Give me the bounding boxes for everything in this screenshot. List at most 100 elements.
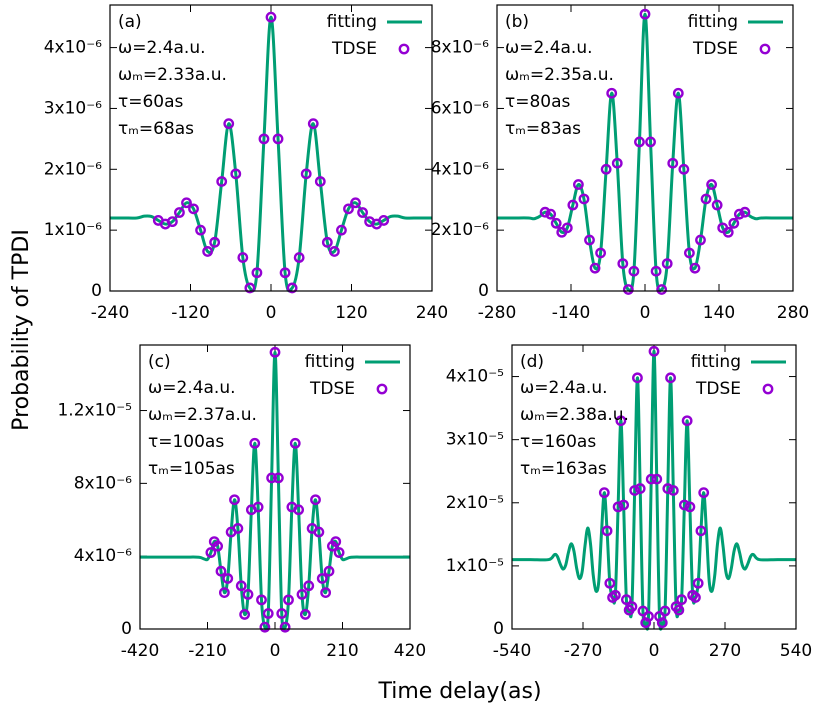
panel: -240 -120 0 120 240 0 1x10⁻⁶ 2x10⁻⁶ 3x10⁻⁶ 4x10⁻⁶… bbox=[44, 4, 448, 323]
tdse-point bbox=[604, 577, 616, 589]
tdse-point bbox=[612, 501, 624, 513]
tdse-point bbox=[651, 473, 663, 485]
legend-label: TDSE bbox=[309, 379, 355, 399]
tdse-point bbox=[289, 437, 301, 449]
tdse-point bbox=[667, 157, 679, 169]
legend-label: fitting bbox=[688, 12, 738, 32]
tdse-point bbox=[276, 608, 288, 619]
plot-frame bbox=[511, 344, 797, 630]
x-tick-label: 0 bbox=[266, 303, 277, 323]
panel-label: (b) bbox=[505, 12, 529, 32]
parameter-text: τ=60as bbox=[118, 92, 184, 112]
panel-label: (d) bbox=[520, 352, 544, 372]
panel-label: (a) bbox=[118, 12, 142, 32]
tdse-point bbox=[265, 11, 277, 23]
tdse-point bbox=[584, 234, 595, 246]
legend-marker bbox=[398, 43, 410, 55]
tdse-point bbox=[244, 282, 256, 294]
tdse-point bbox=[202, 246, 214, 257]
tdse-point bbox=[232, 523, 244, 534]
tdse-point bbox=[606, 87, 618, 99]
tdse-point bbox=[242, 589, 254, 600]
parameter-text: τₘ=83as bbox=[505, 119, 581, 139]
panel-label: (c) bbox=[148, 352, 171, 372]
tdse-point bbox=[589, 262, 601, 274]
tdse-point bbox=[690, 592, 701, 603]
tdse-point bbox=[229, 494, 240, 506]
x-tick-label: -120 bbox=[171, 303, 210, 323]
legend-marker bbox=[759, 43, 771, 55]
tdse-point bbox=[615, 415, 627, 427]
tdse-point bbox=[279, 267, 291, 279]
tdse-point bbox=[601, 525, 613, 537]
tdse-point bbox=[279, 621, 291, 633]
tdse-point bbox=[293, 252, 305, 263]
x-tick-label: -540 bbox=[493, 641, 532, 661]
tdse-point bbox=[283, 594, 294, 606]
tdse-point bbox=[628, 265, 640, 277]
y-axis-label: Probability of TPDI bbox=[9, 229, 34, 431]
tdse-point bbox=[222, 573, 234, 584]
tdse-point bbox=[299, 609, 311, 620]
parameter-text: ωₘ=2.38a.u. bbox=[520, 405, 629, 425]
tdse-point bbox=[661, 258, 673, 270]
tdse-point bbox=[667, 485, 679, 496]
x-tick-label: 210 bbox=[326, 641, 358, 661]
tdse-point bbox=[626, 601, 638, 612]
parameter-text: ω=2.4a.u. bbox=[118, 38, 206, 58]
tdse-point bbox=[300, 168, 312, 180]
tdse-point bbox=[174, 207, 185, 218]
tdse-point bbox=[262, 608, 274, 619]
x-tick-label: -140 bbox=[552, 303, 591, 323]
tdse-point bbox=[205, 547, 217, 558]
fitting-line bbox=[512, 349, 796, 631]
x-tick-label: 140 bbox=[703, 303, 735, 323]
tdse-point bbox=[634, 136, 645, 148]
tdse-point bbox=[357, 207, 368, 218]
tdse-point bbox=[672, 87, 684, 99]
tdse-point bbox=[266, 472, 278, 484]
fitting-line bbox=[110, 15, 432, 293]
tdse-point bbox=[181, 197, 192, 209]
x-tick-label: 0 bbox=[640, 303, 651, 323]
tdse-point bbox=[330, 536, 342, 548]
tdse-point bbox=[307, 118, 319, 130]
tdse-point bbox=[620, 594, 632, 606]
parameter-text: τ=100as bbox=[148, 432, 224, 452]
tdse-point bbox=[617, 258, 629, 270]
parameter-text: τₘ=163as bbox=[520, 459, 607, 479]
tdse-point bbox=[706, 179, 717, 190]
y-tick-label: 6x10⁻⁶ bbox=[431, 98, 489, 118]
parameter-text: τₘ=105as bbox=[148, 459, 235, 479]
y-tick-label: 2x10⁻⁶ bbox=[44, 159, 102, 179]
tdse-point bbox=[239, 609, 251, 620]
y-tick-label: 3x10⁻⁶ bbox=[44, 98, 102, 118]
fitting-line bbox=[497, 12, 793, 293]
tdse-point bbox=[313, 526, 325, 538]
tdse-point bbox=[567, 199, 579, 211]
x-tick-label: 120 bbox=[335, 303, 367, 323]
legend-label: TDSE bbox=[695, 379, 741, 399]
y-tick-label: 0 bbox=[91, 281, 102, 301]
tdse-point bbox=[188, 203, 199, 215]
tdse-point bbox=[676, 594, 688, 606]
tdse-point bbox=[600, 163, 612, 175]
parameter-text: ω=2.4a.u. bbox=[505, 38, 593, 58]
tdse-point bbox=[323, 565, 335, 577]
tdse-point bbox=[632, 372, 643, 384]
x-tick-label: -420 bbox=[121, 641, 160, 661]
y-tick-label: 3x10⁻⁵ bbox=[446, 430, 504, 450]
tdse-point bbox=[218, 587, 230, 598]
x-tick-label: -280 bbox=[478, 303, 517, 323]
tdse-point bbox=[328, 246, 340, 257]
tdse-point bbox=[645, 473, 657, 485]
x-tick-label: 540 bbox=[780, 641, 812, 661]
parameter-text: τ=80as bbox=[505, 92, 571, 112]
tdse-point bbox=[698, 487, 710, 499]
tdse-point bbox=[310, 494, 321, 506]
tdse-point bbox=[272, 472, 284, 484]
parameter-text: ωₘ=2.37a.u. bbox=[148, 405, 257, 425]
legend-marker bbox=[376, 383, 388, 395]
tdse-point bbox=[629, 485, 641, 496]
legend-marker bbox=[762, 383, 774, 395]
